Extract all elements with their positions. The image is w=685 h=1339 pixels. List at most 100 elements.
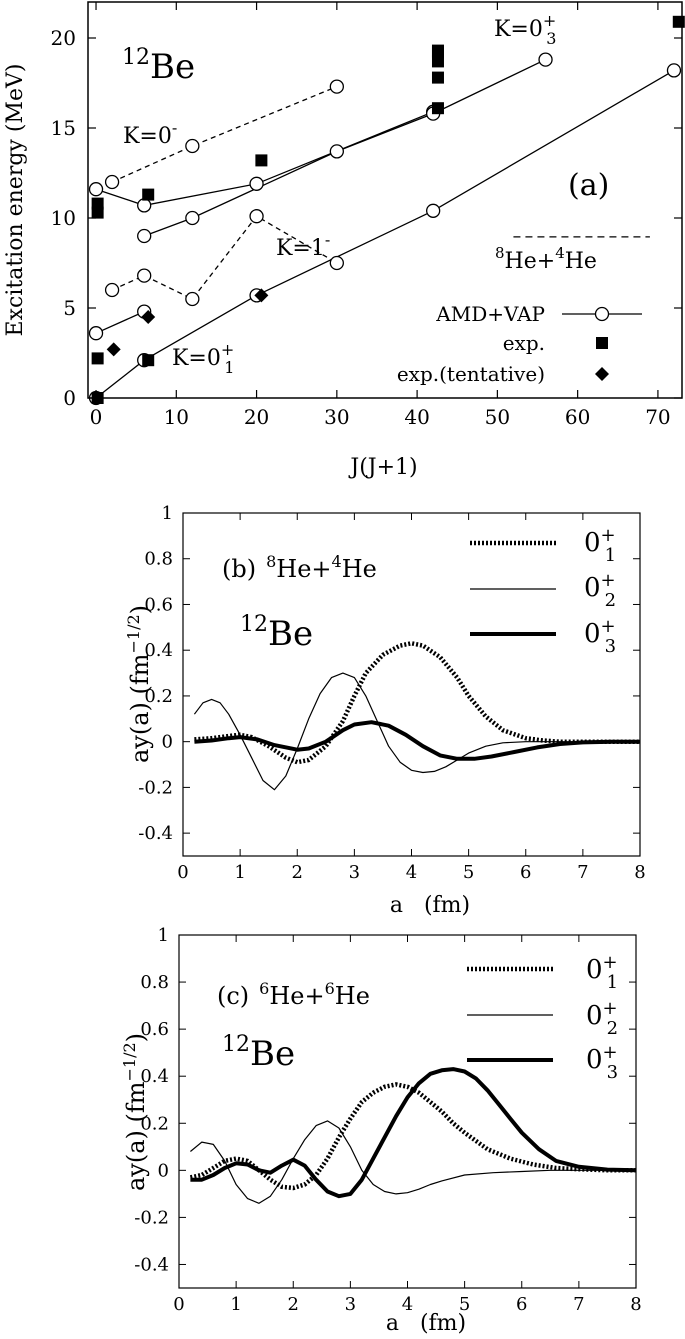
panel-a-frame <box>87 1 683 399</box>
panel-a-xtick-label: 70 <box>645 405 670 429</box>
exp-point <box>672 15 685 28</box>
panel-c-xtick-label: 4 <box>402 1294 413 1315</box>
amd-vap-point <box>185 291 200 307</box>
panel-a-xlabel: J(J+1) <box>348 455 417 480</box>
amd-vap-point <box>666 63 682 78</box>
band-label-k0-plus-1: K=0+ 1 <box>172 340 234 377</box>
panel-c-xtick-label: 6 <box>516 1294 527 1315</box>
panel-c-ytick-label: 0.2 <box>140 1113 169 1134</box>
panel-b-xlabel: a (fm) <box>390 893 470 918</box>
panel-c-xtick-label: 7 <box>573 1294 584 1315</box>
panel-c: 0 1 2 3 4 5 6 7 8 -0.4 -0.2 0 0.2 0.4 0.6 0.8 1 ay(a) (f… <box>120 925 642 1336</box>
exp-point <box>255 154 268 167</box>
panel-a-xtick-label: 60 <box>565 405 590 429</box>
legend-c-03: 0+ 3 <box>586 1042 618 1083</box>
panel-a-xtick-label: 40 <box>404 405 429 429</box>
panel-c-curve-0plus1 <box>189 1082 636 1191</box>
panel-a-label: (a) <box>568 168 609 203</box>
panel-b-ytick-label: 0.6 <box>144 594 173 615</box>
panel-b: 0 1 2 3 4 5 6 7 8 -0.4 -0.2 0 0.2 0.4 0.6 0.8 1 ay(a) (f… <box>124 503 646 918</box>
band-label-k1-minus: K=1- <box>276 230 330 261</box>
amd-vap-point <box>185 210 200 226</box>
panel-c-ytick-label: 0.6 <box>140 1019 169 1040</box>
tentative-point <box>254 288 269 303</box>
panel-b-curve-0plus3 <box>194 720 640 761</box>
legend-tentative-marker <box>595 367 609 381</box>
panel-a-xtick-label: 20 <box>244 405 269 429</box>
legend-c-02: 0+ 2 <box>586 998 618 1039</box>
band-label-k0-minus: K=0- <box>123 118 177 149</box>
panel-a: 0 10 20 30 40 50 60 70 0 5 10 15 20 Excitation energ… <box>3 1 685 480</box>
panel-c-curve-0plus3 <box>190 1067 637 1199</box>
panel-c-xtick-label: 5 <box>459 1294 470 1315</box>
amd-vap-point <box>137 198 152 213</box>
legend-c-01: 0+ 1 <box>586 952 618 993</box>
amd-vap-point <box>329 79 344 94</box>
panel-b-xtick-label: 8 <box>634 862 645 883</box>
panel-c-xtick-label: 3 <box>345 1294 356 1315</box>
amd-vap-point <box>538 52 553 67</box>
nucleus-mass: 12 <box>122 45 150 70</box>
panel-a-ytick-label: 10 <box>51 206 76 230</box>
panel-a-legend: AMD+VAP exp. exp.(tentative) <box>397 302 642 386</box>
panel-c-ytick-label: 0.8 <box>140 972 169 993</box>
panel-c-legend: 0+ 1 0+ 2 0+ 3 <box>467 952 618 1083</box>
amd-vap-point <box>249 176 264 191</box>
threshold-label: 8He+4He <box>495 244 597 274</box>
panel-b-xtick-label: 3 <box>349 862 360 883</box>
exp-point <box>431 44 444 57</box>
panel-c-xtick-label: 8 <box>630 1294 641 1315</box>
panel-c-xtick-label: 1 <box>230 1294 241 1315</box>
panel-b-xtick-label: 6 <box>520 862 531 883</box>
panel-a-xtick-label: 50 <box>485 405 510 429</box>
panel-b-nucleus: 12Be <box>240 612 313 654</box>
legend-amd-vap-marker <box>594 306 610 322</box>
panel-b-xtick-label: 1 <box>234 862 245 883</box>
panel-c-ytick-label: -0.4 <box>134 1254 169 1275</box>
panel-b-curve-0plus1 <box>194 641 640 765</box>
panel-c-xtick-label: 2 <box>288 1294 299 1315</box>
panel-c-xtick-label: 0 <box>173 1294 184 1315</box>
panel-c-ytick-label: 1 <box>158 925 169 946</box>
panel-c-ytick-label: 0 <box>158 1160 169 1181</box>
panel-a-ytick-label: 0 <box>63 386 76 410</box>
panel-c-channel: (c) 6He+6He <box>217 979 370 1010</box>
panel-b-xtick-label: 2 <box>292 862 303 883</box>
amd-vap-point <box>185 138 200 154</box>
legend-exp-tentative: exp.(tentative) <box>397 362 545 386</box>
panel-b-xtick-label: 0 <box>177 862 188 883</box>
panel-b-xtick-label: 5 <box>463 862 474 883</box>
panel-a-nucleus: 12Be <box>122 45 195 87</box>
tentative-point <box>106 342 121 357</box>
band-line-3 <box>95 311 145 334</box>
panel-b-ytick-label: -0.2 <box>138 777 173 798</box>
panel-a-xtick-label: 30 <box>324 405 349 429</box>
panel-b-xtick-label: 7 <box>577 862 588 883</box>
panel-a-ytick-label: 15 <box>51 116 76 140</box>
legend-b-03: 0+ 3 <box>584 616 616 657</box>
panel-c-curve-0plus2 <box>190 1120 636 1204</box>
nucleus-symbol: Be <box>150 47 195 87</box>
amd-vap-point <box>88 326 104 341</box>
amd-vap-point <box>137 228 152 244</box>
panel-b-ytick-label: 0.2 <box>144 686 173 707</box>
panel-b-ytick-label: -0.4 <box>138 823 173 844</box>
panel-c-ytick-label: -0.2 <box>134 1207 169 1228</box>
exp-point <box>431 102 444 115</box>
band-label-k0-plus-3: K=0+ 3 <box>494 11 556 48</box>
panel-b-xtick-label: 4 <box>406 862 417 883</box>
legend-exp-marker <box>596 337 608 349</box>
legend-b-02: 0+ 2 <box>584 570 616 611</box>
amd-vap-point <box>88 182 104 197</box>
amd-vap-point <box>104 174 120 190</box>
exp-point <box>142 188 155 201</box>
panel-b-channel: (b) 8He+4He <box>222 552 377 583</box>
legend-exp: exp. <box>503 331 545 355</box>
panel-a-ytick-label: 20 <box>51 26 76 50</box>
panel-a-ytick-label: 5 <box>63 296 76 320</box>
legend-amd-vap: AMD+VAP <box>435 302 545 326</box>
exp-point <box>91 352 104 365</box>
panel-b-ytick-label: 1 <box>162 503 173 524</box>
amd-vap-point <box>137 268 152 283</box>
panel-c-ytick-label: 0.4 <box>140 1066 169 1087</box>
